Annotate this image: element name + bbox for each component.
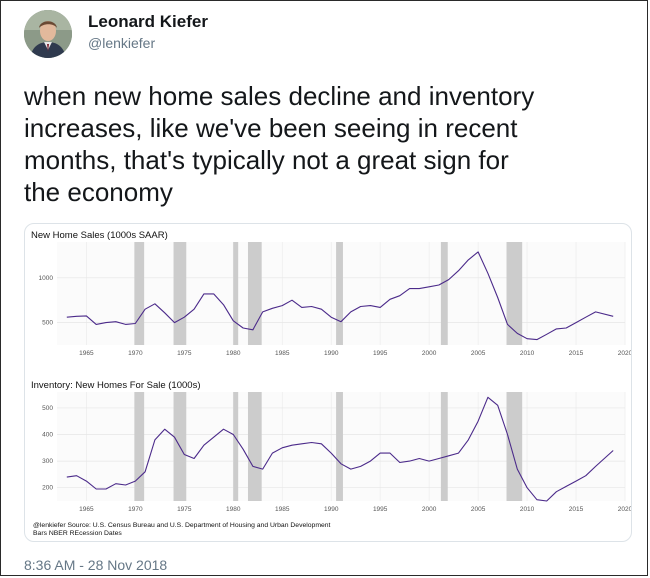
- user-handle[interactable]: @lenkiefer: [88, 35, 156, 51]
- chart-figure: New Home Sales (1000s SAAR) 1965 1970 1975 1…: [31, 230, 631, 537]
- chart-title: New Home Sales (1000s SAAR): [31, 230, 168, 241]
- x-tick-label: 1990: [324, 506, 339, 513]
- recession-bar: [247, 392, 262, 501]
- y-tick-label: 1000: [39, 275, 54, 282]
- y-tick-label: 500: [42, 320, 53, 327]
- recession-bar: [134, 392, 145, 501]
- x-tick-label: 1980: [226, 350, 241, 357]
- recession-bar: [440, 392, 448, 501]
- x-tick-label: 1980: [226, 506, 241, 513]
- tweet-text-line: increases, like we've been seeing in rec…: [24, 113, 518, 143]
- x-tick-label: 1965: [79, 350, 94, 357]
- tweet-text-line: the economy: [24, 177, 173, 207]
- x-tick-label: 1990: [324, 350, 339, 357]
- tweet-text: when new home sales decline and inventor…: [24, 80, 634, 208]
- x-tick-label: 1995: [373, 350, 388, 357]
- x-tick-label: 2020: [618, 350, 631, 357]
- y-tick-label: 400: [42, 432, 53, 439]
- x-tick-label: 1985: [275, 506, 290, 513]
- tweet-text-line: months, that's typically not a great sig…: [24, 145, 509, 175]
- recession-bar: [173, 242, 187, 345]
- x-tick-label: 1975: [177, 350, 192, 357]
- display-name[interactable]: Leonard Kiefer: [88, 12, 208, 31]
- x-tick-label: 1985: [275, 350, 290, 357]
- avatar[interactable]: [24, 10, 72, 58]
- y-tick-label: 500: [42, 405, 53, 412]
- chart-title: Inventory: New Homes For Sale (1000s): [31, 380, 200, 391]
- recession-bar: [506, 392, 523, 501]
- x-tick-label: 2005: [471, 506, 486, 513]
- x-tick-label: 1965: [79, 506, 94, 513]
- x-tick-label: 2010: [520, 350, 535, 357]
- x-tick-label: 1975: [177, 506, 192, 513]
- recession-bar: [233, 392, 239, 501]
- tweet-text-line: when new home sales decline and inventor…: [24, 81, 535, 111]
- y-tick-label: 300: [42, 458, 53, 465]
- recession-bar: [440, 242, 448, 345]
- inventory-chart: Inventory: New Homes For Sale (1000s) 196…: [31, 380, 631, 513]
- x-tick-label: 1995: [373, 506, 388, 513]
- y-tick-label: 200: [42, 485, 53, 492]
- tweet-image[interactable]: New Home Sales (1000s SAAR) 1965 1970 1975 1…: [24, 223, 632, 542]
- recession-bar: [233, 242, 239, 345]
- tweet-timestamp[interactable]: 8:36 AM - 28 Nov 2018: [24, 557, 168, 573]
- source-note-bars: Bars NBER REcession Dates: [33, 530, 122, 537]
- source-note: @lenkiefer Source: U.S. Census Bureau an…: [33, 522, 331, 529]
- recession-bar: [336, 242, 343, 345]
- new-home-sales-chart: New Home Sales (1000s SAAR) 1965 1970 1975 1…: [31, 230, 631, 357]
- x-tick-label: 2020: [618, 506, 631, 513]
- x-tick-label: 2015: [569, 506, 584, 513]
- avatar-image: [24, 10, 72, 58]
- x-tick-label: 1970: [128, 506, 143, 513]
- x-tick-label: 2010: [520, 506, 535, 513]
- recession-bar: [336, 392, 343, 501]
- recession-bar: [506, 242, 523, 345]
- series-line: [66, 251, 614, 341]
- series-line: [66, 396, 614, 502]
- x-tick-label: 2015: [569, 350, 584, 357]
- x-tick-label: 2000: [422, 506, 437, 513]
- recession-bar: [134, 242, 145, 345]
- x-tick-label: 2005: [471, 350, 486, 357]
- x-tick-label: 1970: [128, 350, 143, 357]
- x-tick-label: 2000: [422, 350, 437, 357]
